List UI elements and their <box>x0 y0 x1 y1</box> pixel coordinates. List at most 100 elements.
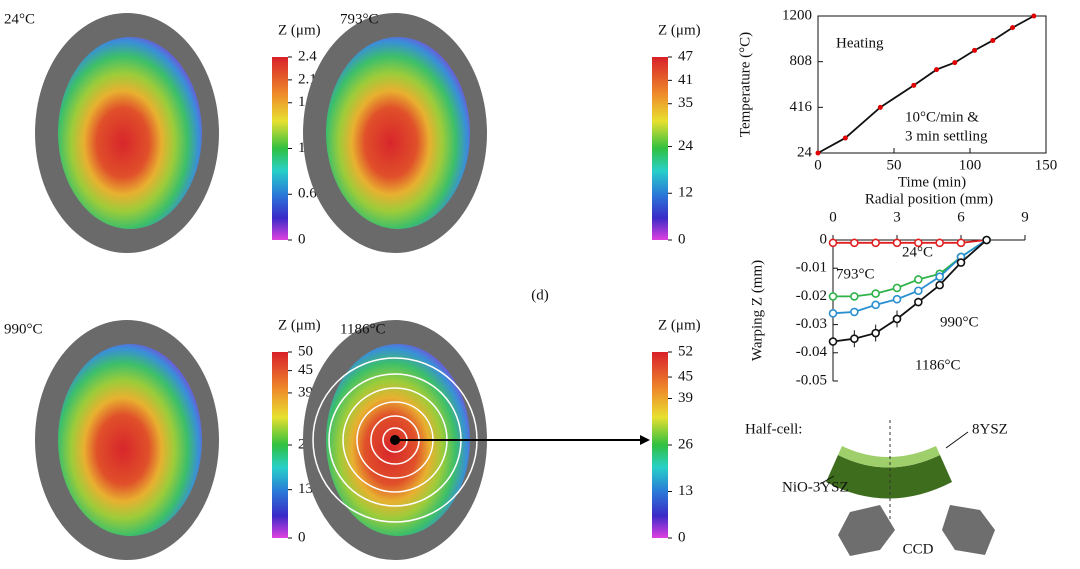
colorbar-title: Z (μm) <box>658 317 701 333</box>
colorbar-tick-label: 50 <box>298 343 313 359</box>
data-point <box>914 297 923 307</box>
colorbar-title: Z (μm) <box>278 317 321 333</box>
data-point <box>877 104 883 110</box>
colorbar-tick-label: 52 <box>678 343 693 359</box>
data-point <box>850 238 859 248</box>
x-tick-label: 3 <box>893 209 901 225</box>
data-point <box>871 238 880 248</box>
y-axis-label: Warping Z (mm) <box>749 260 765 361</box>
colorbar-tick-label: 24 <box>678 138 694 154</box>
y-axis-label: Temperature (°C) <box>737 32 753 137</box>
x-axis-label: Radial position (mm) <box>865 191 993 207</box>
colorbar <box>272 352 288 538</box>
annotation: Heating <box>836 35 884 51</box>
data-point <box>842 135 848 141</box>
diagram-title: Half-cell: <box>745 421 802 437</box>
colorbar-tick-label: 41 <box>678 72 693 88</box>
series-label: 1186°C <box>915 357 960 373</box>
data-point <box>990 37 996 43</box>
x-tick-label: 0 <box>814 157 822 173</box>
warp-map <box>58 344 202 536</box>
x-tick-label: 50 <box>887 157 902 173</box>
data-point <box>850 292 859 301</box>
map-label: 793°C <box>340 11 379 27</box>
colorbar-tick-label: 0.6 <box>298 186 317 202</box>
y-tick-label: 24 <box>797 144 813 160</box>
data-point <box>982 235 991 245</box>
data-point <box>828 309 838 318</box>
map-label: 1186°C <box>340 321 385 337</box>
data-point <box>972 47 978 53</box>
annotation: 10°C/min & <box>905 109 979 125</box>
colorbar-tick-label: 13 <box>298 481 313 497</box>
data-point <box>934 67 940 73</box>
data-line <box>817 15 1035 154</box>
data-point <box>935 280 944 290</box>
colorbar-tick-label: 39 <box>298 384 313 400</box>
colorbar-tick-label: 0 <box>298 231 306 247</box>
x-tick-label: 6 <box>957 209 965 225</box>
colorbar-tick-label: 26 <box>678 436 694 452</box>
y-tick-label: 1200 <box>782 7 812 23</box>
data-point <box>952 60 958 66</box>
colorbar-tick-label: 35 <box>678 95 693 111</box>
colorbar-tick-label: 0 <box>678 529 686 545</box>
layer-label: 8YSZ <box>972 421 1008 437</box>
data-point <box>850 307 859 317</box>
data-point <box>935 272 944 281</box>
colorbar-tick-label: 0 <box>678 231 686 247</box>
series-label: 24°C <box>902 244 933 260</box>
data-point <box>1010 25 1016 31</box>
colorbar-tick-label: 45 <box>298 362 313 378</box>
data-point <box>1031 13 1037 19</box>
half-cell-diagram: Half-cell: 8YSZ NiO-3YSZ CCD <box>745 420 1008 557</box>
colorbar-tick-label: 39 <box>678 390 693 406</box>
data-point <box>956 238 966 248</box>
data-point <box>892 314 902 324</box>
x-tick-label: 9 <box>1021 209 1029 225</box>
map-label: 990°C <box>4 321 43 337</box>
colorbar-tick-label: 2.4 <box>298 48 317 64</box>
colorbar-tick-label: 0 <box>298 529 306 545</box>
data-point <box>871 328 880 338</box>
data-point <box>956 258 966 267</box>
colorbar-tick-label: 47 <box>678 48 694 64</box>
x-axis-label: Time (min) <box>898 174 966 190</box>
data-point <box>914 286 923 296</box>
colorbar <box>272 57 288 240</box>
camera-label: CCD <box>903 541 934 557</box>
colorbar <box>652 57 668 240</box>
data-point <box>828 238 838 248</box>
series-label: 990°C <box>940 314 979 330</box>
map-label: 24°C <box>4 11 35 27</box>
data-point <box>871 300 880 310</box>
data-point <box>828 292 838 301</box>
series-label: 793°C <box>836 266 875 282</box>
y-tick-label: 0 <box>820 231 828 247</box>
data-point <box>935 238 944 248</box>
data-point <box>914 238 923 248</box>
data-point <box>871 289 880 298</box>
data-point <box>828 337 838 346</box>
x-tick-label: 100 <box>959 157 982 173</box>
colorbar-tick-label: 12 <box>678 185 693 201</box>
x-tick-label: 0 <box>829 209 837 225</box>
arrow-head <box>640 435 650 445</box>
warp-map <box>326 37 470 229</box>
colorbar-tick-label: 13 <box>678 483 693 499</box>
y-tick-label: -0.02 <box>796 288 827 304</box>
data-point <box>892 294 902 304</box>
y-tick-label: 808 <box>790 53 813 69</box>
y-tick-label: -0.05 <box>796 372 827 388</box>
data-point <box>892 283 902 293</box>
y-tick-label: -0.03 <box>796 316 827 332</box>
y-tick-label: -0.04 <box>796 344 828 360</box>
data-point <box>911 82 917 88</box>
x-tick-label: 150 <box>1035 157 1058 173</box>
data-point <box>892 238 902 248</box>
annotation: 3 min settling <box>905 128 988 144</box>
data-point <box>850 334 859 344</box>
data-point <box>914 275 923 284</box>
y-tick-label: -0.01 <box>796 260 827 276</box>
